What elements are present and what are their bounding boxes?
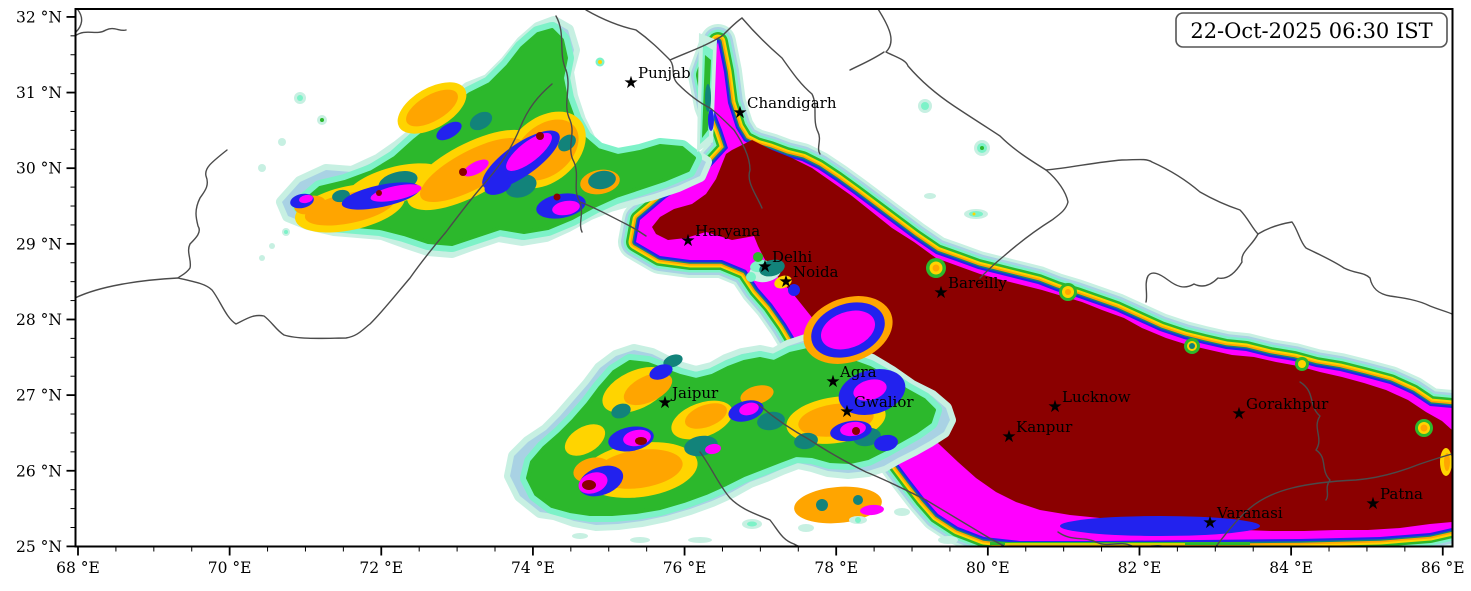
boundary-punjab — [555, 15, 583, 233]
city-star-gwalior: ★ — [839, 402, 854, 422]
delhi-pocket — [746, 252, 800, 296]
city-label-gorakhpur: Gorakhpur — [1246, 395, 1329, 413]
fog-region-gangetic-plain — [636, 42, 1452, 545]
y-tick-label: 26 °N — [16, 462, 62, 480]
city-star-agra: ★ — [825, 372, 840, 392]
city-star-noida: ★ — [778, 272, 793, 292]
boundary-west-vertical — [177, 149, 228, 279]
band-magenta — [299, 133, 580, 216]
x-tick-label: 70 °E — [208, 559, 252, 577]
city-star-punjab: ★ — [623, 73, 638, 93]
city-label-haryana: Haryana — [695, 222, 760, 240]
x-tick-label: 78 °E — [814, 559, 858, 577]
city-star-jaipur: ★ — [657, 393, 672, 413]
chandigarh-fringe-strip — [697, 33, 717, 152]
himalayan-edge-pockets — [926, 258, 1452, 476]
x-tick-label: 72 °E — [359, 559, 403, 577]
city-label-bareilly: Bareilly — [948, 274, 1007, 292]
fog-region-northwest-band — [282, 22, 717, 252]
x-tick-label: 76 °E — [663, 559, 707, 577]
city-star-bareilly: ★ — [933, 283, 948, 303]
x-tick-label: 82 °E — [1118, 559, 1162, 577]
cluster-dark-red — [582, 427, 860, 490]
city-label-patna: Patna — [1380, 485, 1423, 503]
city-label-lucknow: Lucknow — [1062, 388, 1131, 406]
city-label-varanasi: Varanasi — [1216, 504, 1283, 522]
city-label-kanpur: Kanpur — [1016, 418, 1073, 436]
contour-field — [258, 22, 1452, 545]
city-label-noida: Noida — [793, 263, 839, 281]
city-label-chandigarh: Chandigarh — [747, 94, 837, 112]
city-star-patna: ★ — [1365, 494, 1380, 514]
y-tick-label: 25 °N — [16, 538, 62, 556]
boundary-madhya-pradesh — [757, 403, 1007, 547]
city-star-delhi: ★ — [757, 257, 772, 277]
city-label-delhi: Delhi — [772, 248, 812, 266]
city-star-varanasi: ★ — [1202, 513, 1217, 533]
y-tick-label: 28 °N — [16, 311, 62, 329]
timestamp-text: 22-Oct-2025 06:30 IST — [1190, 19, 1432, 43]
city-markers: ★ Punjab★ Chandigarh★ Haryana★ Delhi★ Noida★ B… — [623, 64, 1423, 533]
city-star-lucknow: ★ — [1047, 397, 1062, 417]
x-tick-label: 80 °E — [966, 559, 1010, 577]
x-tick-label: 86 °E — [1421, 559, 1465, 577]
band-dark-red — [376, 132, 561, 201]
city-star-haryana: ★ — [680, 231, 695, 251]
y-tick-label: 31 °N — [16, 84, 62, 102]
city-label-agra: Agra — [839, 363, 877, 381]
fog-region-rajasthan-cluster — [510, 340, 950, 525]
state-boundaries — [75, 9, 1453, 547]
boundary-uttarakhand — [877, 9, 1069, 279]
boundary-nepal — [1257, 221, 1453, 315]
x-tick-label: 68 °E — [56, 559, 100, 577]
y-tick-label: 27 °N — [16, 387, 62, 405]
boundary-himachal — [585, 9, 763, 209]
boundary-west-rajasthan — [75, 83, 553, 340]
x-tick-label: 74 °E — [511, 559, 555, 577]
fog-core-dark-red — [652, 140, 1452, 531]
plot-frame — [74, 8, 1454, 548]
y-tick-label: 32 °N — [16, 8, 62, 26]
city-label-punjab: Punjab — [638, 64, 691, 82]
x-tick-label: 84 °E — [1269, 559, 1313, 577]
fog-transition-blobs — [794, 296, 906, 524]
city-label-jaipur: Jaipur — [670, 384, 719, 402]
fog-specks — [258, 57, 990, 544]
timestamp-box: 22-Oct-2025 06:30 IST — [1175, 12, 1448, 48]
y-tick-label: 30 °N — [16, 160, 62, 178]
boundary-bihar — [1215, 453, 1453, 547]
axis-ticks — [66, 16, 1444, 556]
city-label-gwalior: Gwalior — [854, 393, 914, 411]
axis-tick-labels: 68 °E 70 °E 72 °E 74 °E 76 °E 78 °E 80 °E 82 °E… — [16, 8, 1465, 577]
city-star-kanpur: ★ — [1001, 427, 1016, 447]
city-star-chandigarh: ★ — [732, 103, 747, 123]
y-tick-label: 29 °N — [16, 235, 62, 253]
city-star-gorakhpur: ★ — [1231, 404, 1246, 424]
